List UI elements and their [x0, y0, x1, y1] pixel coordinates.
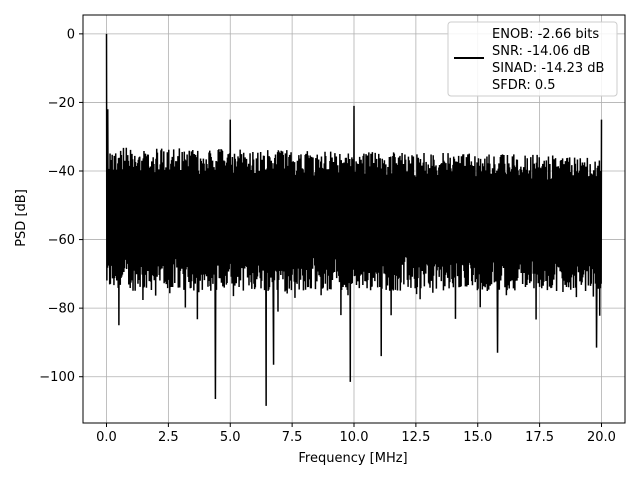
x-axis-label: Frequency [MHz]: [298, 451, 407, 466]
x-axis-ticks: 0.0 2.5 5.0 7.5 10.0 12.5 15.0 17.5 20.0: [96, 423, 616, 445]
legend: ENOB: -2.66 bits SNR: -14.06 dB SINAD: -…: [447, 21, 618, 97]
legend-line-2: SNR: -14.06 dB: [492, 44, 590, 59]
legend-line-1: ENOB: -2.66 bits: [492, 27, 599, 42]
y-tick-label: −80: [48, 302, 75, 317]
y-axis-ticks: 0 −20 −40 −60 −80 −100: [39, 27, 83, 385]
x-tick-label: 5.0: [220, 430, 241, 445]
legend-box: [447, 21, 618, 97]
psd-series: [105, 33, 603, 406]
x-tick-label: 20.0: [587, 430, 616, 445]
x-tick-label: 15.0: [463, 430, 492, 445]
psd-trace: [105, 33, 603, 406]
x-tick-label: 10.0: [340, 430, 369, 445]
legend-line-3: SINAD: -14.23 dB: [492, 61, 604, 76]
x-tick-label: 2.5: [158, 430, 179, 445]
legend-line-4: SFDR: 0.5: [492, 78, 556, 93]
x-tick-label: 7.5: [282, 430, 303, 445]
x-tick-label: 12.5: [401, 430, 430, 445]
y-tick-label: −60: [48, 233, 75, 248]
y-tick-label: 0: [67, 27, 75, 42]
x-tick-label: 17.5: [525, 430, 554, 445]
y-tick-label: −40: [48, 165, 75, 180]
y-axis-label: PSD [dB]: [14, 189, 29, 247]
y-tick-label: −20: [48, 96, 75, 111]
y-tick-label: −100: [39, 370, 75, 385]
x-tick-label: 0.0: [96, 430, 117, 445]
